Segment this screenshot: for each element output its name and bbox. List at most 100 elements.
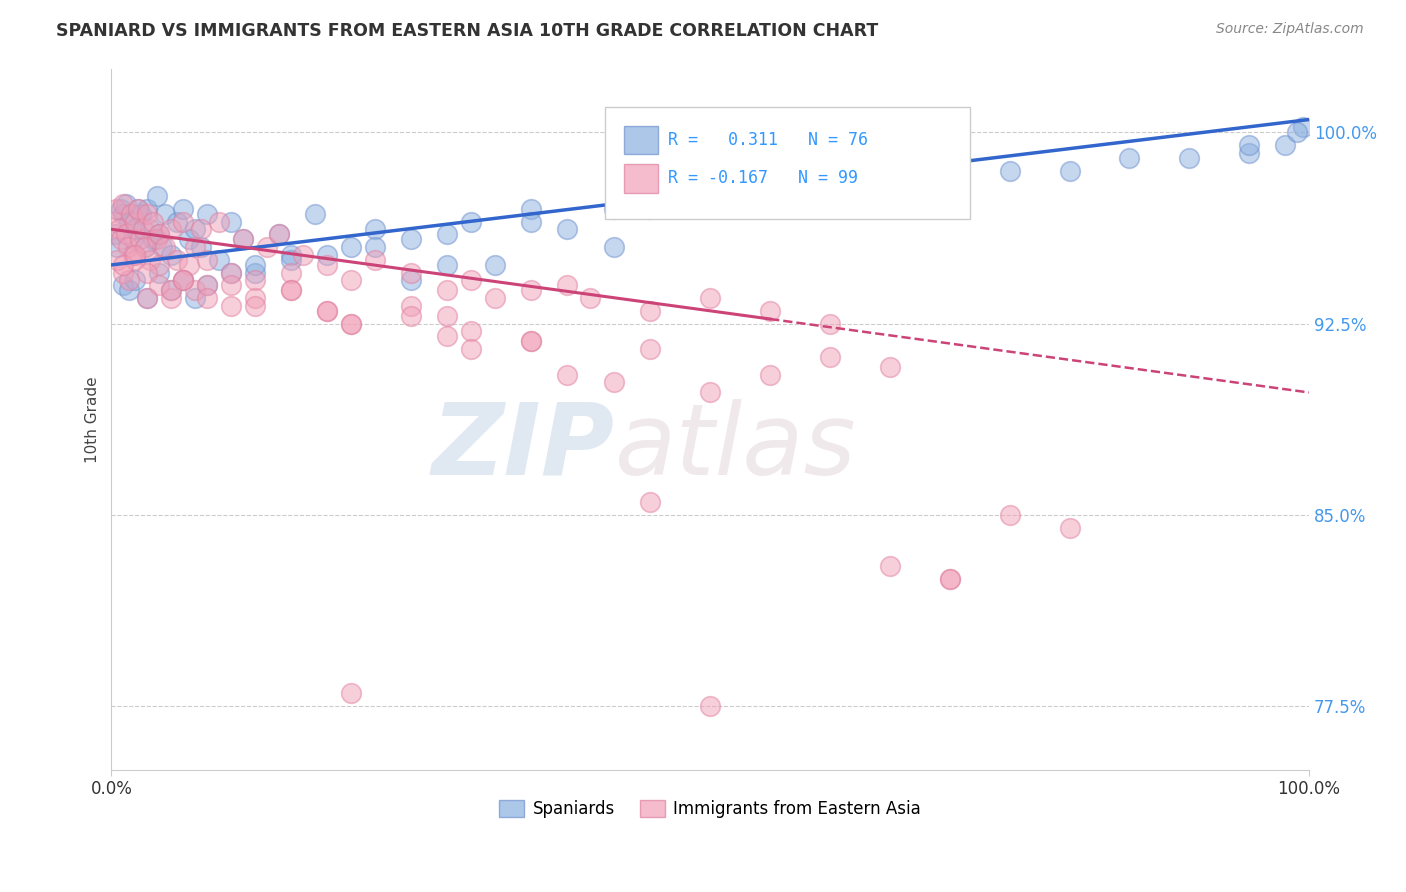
Point <box>105 240 128 254</box>
Point <box>436 227 458 242</box>
Point <box>484 258 506 272</box>
Point <box>184 291 207 305</box>
Point <box>939 572 962 586</box>
Point <box>340 686 363 700</box>
Point <box>131 207 153 221</box>
Text: atlas: atlas <box>614 399 856 496</box>
Legend: Spaniards, Immigrants from Eastern Asia: Spaniards, Immigrants from Eastern Asia <box>492 793 928 825</box>
Point <box>184 240 207 254</box>
Point <box>640 202 662 216</box>
Point <box>759 368 782 382</box>
Point <box>124 252 146 267</box>
Point <box>519 334 541 349</box>
Point <box>818 317 841 331</box>
Point <box>195 278 218 293</box>
Point <box>436 258 458 272</box>
Point <box>759 303 782 318</box>
Point <box>150 240 173 254</box>
Point <box>219 214 242 228</box>
Point <box>818 350 841 364</box>
Point <box>1059 163 1081 178</box>
Point <box>103 214 125 228</box>
Point <box>399 273 422 287</box>
Point <box>124 273 146 287</box>
Point <box>555 368 578 382</box>
Point <box>179 232 201 246</box>
Point <box>160 284 183 298</box>
Point <box>112 258 135 272</box>
Point <box>879 177 901 191</box>
Point <box>304 207 326 221</box>
Point <box>243 258 266 272</box>
Point <box>142 214 165 228</box>
Point <box>316 303 339 318</box>
Text: R = -0.167   N = 99: R = -0.167 N = 99 <box>668 169 858 187</box>
Point <box>107 222 129 236</box>
Point <box>131 222 153 236</box>
Point <box>879 359 901 374</box>
Point <box>579 291 602 305</box>
Point <box>134 240 156 254</box>
Point <box>280 284 302 298</box>
Point <box>879 181 901 195</box>
Point <box>640 495 662 509</box>
Point <box>110 232 132 246</box>
Point <box>484 291 506 305</box>
Point <box>136 291 159 305</box>
Point <box>104 227 127 242</box>
Point <box>114 196 136 211</box>
Point <box>399 266 422 280</box>
Point <box>148 278 170 293</box>
Point <box>112 266 135 280</box>
Point <box>1292 120 1315 135</box>
Point <box>179 258 201 272</box>
Point <box>340 240 363 254</box>
Point <box>460 342 482 356</box>
Point <box>127 202 149 216</box>
Point <box>124 214 146 228</box>
Point <box>219 278 242 293</box>
Point <box>105 252 128 267</box>
Point <box>155 207 177 221</box>
Point <box>138 222 160 236</box>
Point <box>519 202 541 216</box>
Point <box>316 258 339 272</box>
Point <box>122 248 145 262</box>
Point <box>172 214 194 228</box>
Point <box>146 232 169 246</box>
Point <box>280 252 302 267</box>
Point <box>759 196 782 211</box>
Point <box>243 291 266 305</box>
Point <box>699 189 721 203</box>
Point <box>172 273 194 287</box>
Text: SPANIARD VS IMMIGRANTS FROM EASTERN ASIA 10TH GRADE CORRELATION CHART: SPANIARD VS IMMIGRANTS FROM EASTERN ASIA… <box>56 22 879 40</box>
Point <box>256 240 278 254</box>
Point <box>555 222 578 236</box>
Point <box>640 303 662 318</box>
Point <box>160 291 183 305</box>
Point <box>195 278 218 293</box>
Point <box>219 266 242 280</box>
Point <box>138 252 160 267</box>
Point <box>155 240 177 254</box>
Point <box>184 222 207 236</box>
Y-axis label: 10th Grade: 10th Grade <box>86 376 100 463</box>
Text: R =   0.311   N = 76: R = 0.311 N = 76 <box>668 131 868 149</box>
Point <box>136 207 159 221</box>
Point <box>699 291 721 305</box>
Point <box>699 699 721 714</box>
Point <box>243 273 266 287</box>
Point <box>340 317 363 331</box>
Point <box>399 232 422 246</box>
Point <box>184 284 207 298</box>
Point <box>699 385 721 400</box>
Point <box>134 240 156 254</box>
Point <box>122 232 145 246</box>
Point <box>105 202 128 216</box>
Point <box>1274 138 1296 153</box>
Point <box>117 240 139 254</box>
Point <box>555 278 578 293</box>
Point <box>280 248 302 262</box>
Point <box>148 266 170 280</box>
Point <box>118 214 141 228</box>
